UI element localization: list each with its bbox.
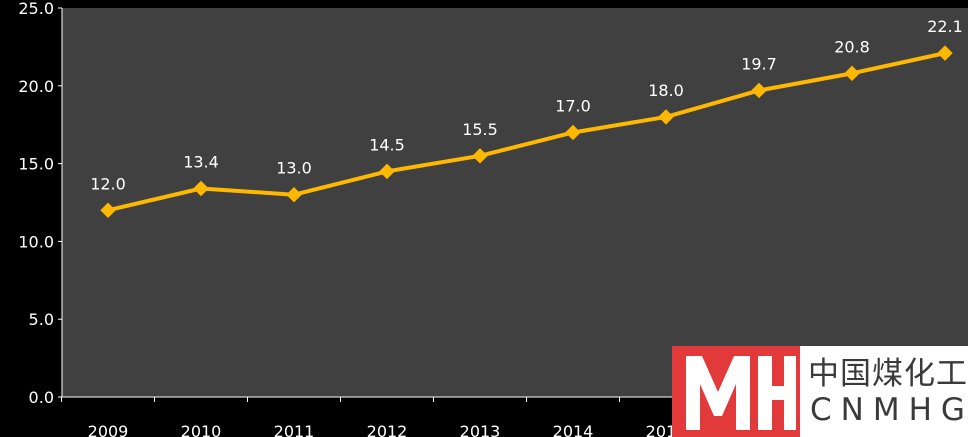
watermark-english-name: CNMHG bbox=[810, 392, 968, 428]
y-tick-label: 5.0 bbox=[29, 310, 54, 329]
series-markers bbox=[100, 45, 953, 218]
data-point bbox=[472, 148, 488, 164]
data-label: 19.7 bbox=[741, 54, 777, 73]
y-tick-label: 15.0 bbox=[18, 155, 54, 174]
data-label: 17.0 bbox=[555, 96, 591, 115]
data-point bbox=[100, 202, 116, 218]
data-label: 13.4 bbox=[183, 152, 219, 171]
data-point bbox=[379, 163, 395, 180]
data-label: 22.1 bbox=[927, 17, 963, 36]
data-labels: 12.0 13.4 13.0 14.5 15.5 17.0 18.0 19.7 20.8 22.1 bbox=[90, 17, 963, 193]
watermark: 中国煤化工 CNMHG bbox=[672, 346, 968, 437]
y-tick-label: 25.0 bbox=[18, 0, 54, 18]
data-point bbox=[286, 187, 302, 203]
data-label: 14.5 bbox=[369, 135, 405, 154]
cnmhg-logo bbox=[672, 346, 800, 437]
data-point bbox=[844, 65, 860, 82]
x-tick-label: 2012 bbox=[367, 422, 408, 437]
data-label: 20.8 bbox=[834, 37, 870, 56]
x-tick-label: 2010 bbox=[181, 422, 222, 437]
data-point bbox=[658, 109, 674, 125]
series-line bbox=[107, 51, 946, 213]
data-label: 15.5 bbox=[462, 120, 498, 139]
plot-area bbox=[62, 8, 968, 397]
data-label: 13.0 bbox=[276, 159, 312, 178]
x-tick-label: 2014 bbox=[553, 422, 594, 437]
data-point bbox=[565, 124, 581, 141]
data-label: 18.0 bbox=[648, 81, 684, 100]
data-point bbox=[193, 180, 209, 197]
data-label: 12.0 bbox=[90, 174, 126, 193]
y-tick-labels: 0.0 5.0 10.0 15.0 20.0 25.0 bbox=[18, 0, 62, 407]
y-tick-label: 20.0 bbox=[18, 77, 54, 96]
watermark-chinese-name: 中国煤化工 bbox=[808, 356, 968, 392]
y-tick-label: 10.0 bbox=[18, 232, 54, 251]
y-tick-label: 0.0 bbox=[29, 388, 54, 407]
data-point bbox=[751, 82, 767, 99]
x-tick-label: 2013 bbox=[460, 422, 501, 437]
data-point bbox=[937, 45, 953, 61]
x-tick-label: 2009 bbox=[88, 422, 129, 437]
x-tick-label: 2011 bbox=[274, 422, 315, 437]
